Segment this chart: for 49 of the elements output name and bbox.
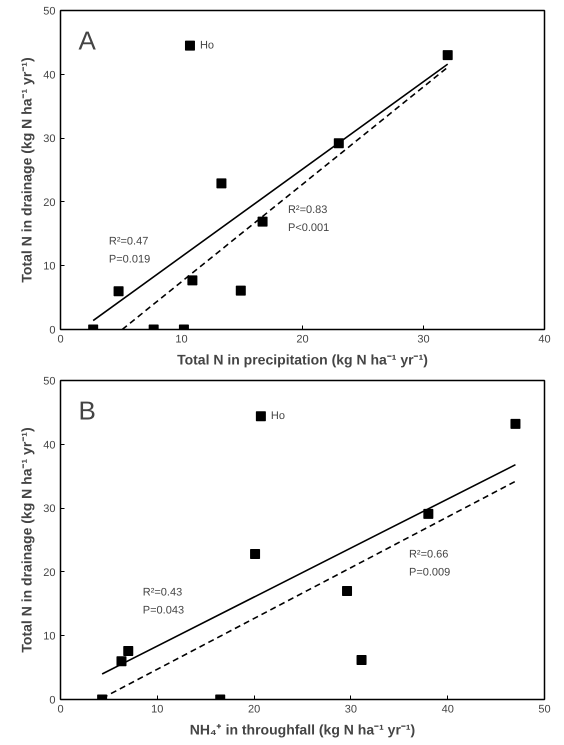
y-tick-label: 10: [43, 260, 56, 273]
x-tick-label: 0: [57, 704, 64, 716]
y-tick-label: 30: [43, 503, 56, 516]
point: [510, 418, 520, 429]
point: [184, 40, 195, 51]
x-tick-label: 40: [442, 704, 454, 716]
annotation: R²=0.43 P=0.043: [142, 586, 184, 617]
y-tick-label: 30: [43, 133, 56, 146]
y-tick-label: 0: [49, 324, 56, 336]
y-tick-label: 40: [43, 69, 56, 82]
x-tick-label: 50: [538, 704, 551, 716]
y-axis-title: Total N in drainage (kg N ha⁻¹ yr⁻¹): [18, 57, 34, 283]
x-tick-label: 30: [344, 704, 358, 716]
x-tick-label: 20: [296, 334, 309, 346]
point: [114, 286, 124, 296]
x-tick-label: 30: [417, 334, 430, 346]
text: A: [78, 26, 96, 56]
point: [216, 178, 226, 188]
x-tick-label: 0: [57, 334, 64, 346]
y-tick-label: 40: [43, 439, 56, 452]
point: [356, 654, 367, 665]
x-tick-label: 10: [151, 704, 164, 716]
x-tick-label: 20: [248, 704, 260, 716]
point: [236, 286, 246, 296]
x-tick-label: 40: [538, 334, 551, 346]
y-tick-label: 10: [43, 630, 56, 643]
x-axis-title: NH₄⁺ in throughfall (kg N ha⁻¹ yr⁻¹): [190, 722, 416, 738]
point: [423, 508, 434, 519]
point: [442, 50, 453, 60]
y-tick-label: 20: [43, 566, 56, 579]
annotation: R²=0.66 P=0.009: [408, 548, 450, 578]
y-axis-title: Total N in drainage (kg N ha⁻¹ yr⁻¹): [18, 427, 34, 653]
point: [187, 275, 198, 286]
y-tick-label: 0: [49, 694, 56, 706]
point: [342, 586, 352, 596]
point: [123, 646, 134, 656]
x-tick-label: 10: [175, 334, 188, 346]
annotation: Ho: [200, 40, 214, 52]
y-tick-label: 20: [43, 196, 56, 209]
text: B: [78, 396, 96, 426]
x-axis-title: Total N in precipitation (kg N ha⁻¹ yr⁻¹): [177, 352, 428, 368]
annotation: R²=0.83 P<0.001: [288, 204, 330, 234]
point: [256, 411, 266, 422]
point: [250, 549, 260, 560]
annotation: Ho: [270, 410, 285, 422]
annotation: R²=0.47 P=0.019: [108, 236, 150, 266]
point: [258, 216, 268, 227]
y-tick-label: 50: [43, 376, 56, 388]
y-tick-label: 50: [43, 6, 56, 18]
